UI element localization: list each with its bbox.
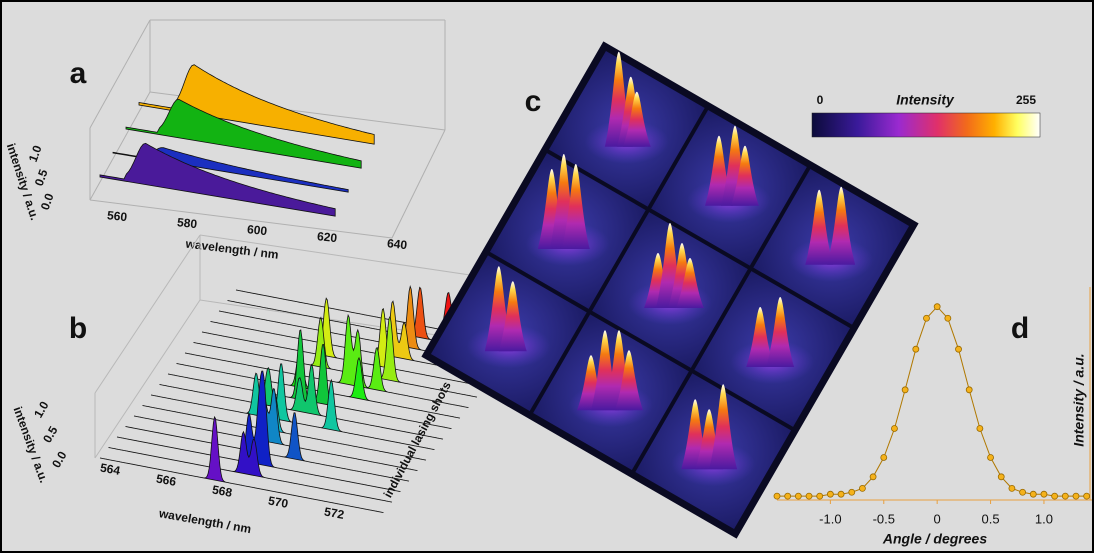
x-tick-label: 640 <box>386 236 408 252</box>
colorbar-max: 255 <box>1016 93 1036 107</box>
point <box>933 303 941 311</box>
intensity-peak <box>615 350 643 411</box>
colorbar-title: Intensity <box>896 92 955 108</box>
intensity-peak <box>622 91 651 147</box>
point <box>869 473 877 481</box>
spectrum <box>159 363 444 440</box>
point <box>891 425 898 432</box>
panel-label: b <box>69 312 87 345</box>
y-axis-label: Intensity / a.u. <box>1071 353 1087 446</box>
x-tick-label: 560 <box>106 208 128 224</box>
colorbar <box>811 112 1041 138</box>
axis-box <box>391 129 446 239</box>
point <box>1051 492 1059 500</box>
point <box>923 314 930 322</box>
axis-box <box>89 199 393 239</box>
x-tick-label: -0.5 <box>873 511 895 526</box>
spectrum <box>133 388 418 471</box>
intensity-peak <box>746 307 775 367</box>
y-tick-label: 0.0 <box>38 191 57 212</box>
point <box>784 492 792 500</box>
axis-box <box>199 234 471 276</box>
point <box>1040 490 1048 498</box>
colorbar-min: 0 <box>817 93 824 107</box>
point <box>912 345 920 353</box>
point <box>1061 492 1069 500</box>
spectrum <box>193 315 478 398</box>
x-axis-label: Angle / degrees <box>882 531 987 547</box>
point <box>859 484 866 492</box>
spectrum <box>99 415 384 513</box>
intensity-peak <box>766 297 795 367</box>
point <box>955 345 962 353</box>
intensity-peak <box>709 384 738 470</box>
point <box>997 473 1005 481</box>
intensity-peak <box>805 189 834 265</box>
x-tick-label: 600 <box>246 222 268 238</box>
intensity-peak <box>498 281 527 352</box>
point <box>1008 484 1016 492</box>
point <box>826 490 834 498</box>
point <box>1029 490 1037 498</box>
point <box>901 386 909 394</box>
point <box>987 454 994 461</box>
spectrum <box>142 392 427 461</box>
point <box>944 314 952 322</box>
x-tick-label: 566 <box>155 472 177 489</box>
axis-box <box>89 91 151 201</box>
y-tick-label: 0.5 <box>32 167 51 188</box>
spectrum <box>116 370 401 492</box>
x-tick-label: 620 <box>316 229 338 245</box>
point <box>1083 492 1091 500</box>
spectrum <box>184 313 469 408</box>
x-tick-label: 580 <box>176 215 198 231</box>
intensity-peak <box>561 164 590 249</box>
point <box>1072 492 1080 500</box>
intensity-peak <box>827 186 856 265</box>
point <box>837 490 845 498</box>
point <box>1019 488 1026 496</box>
x-tick-label: 1.0 <box>1035 511 1053 526</box>
x-tick-label: -1.0 <box>819 511 841 526</box>
point <box>965 386 973 394</box>
axis-box <box>94 299 201 459</box>
panel-label: d <box>1011 312 1029 345</box>
y-tick-label: 1.0 <box>26 143 45 164</box>
point <box>848 488 856 496</box>
spectrum <box>99 142 336 217</box>
panel-c: 0 Intensity 255 c <box>421 41 1041 539</box>
point <box>773 492 781 500</box>
x-tick-label: 570 <box>267 494 289 511</box>
x-tick-label: 564 <box>99 461 121 478</box>
spectrum <box>108 430 393 503</box>
point <box>794 492 802 500</box>
point <box>816 492 824 500</box>
spectrum <box>125 98 362 169</box>
point <box>805 492 813 500</box>
intensity-peak <box>731 145 759 206</box>
x-tick-label: 572 <box>323 505 345 522</box>
panel-d: -1.0 -0.5 0 0.5 1.0 Angle / degrees Intensity … <box>773 287 1092 547</box>
panel-label: c <box>525 85 542 118</box>
x-tick-label: 0 <box>934 511 941 526</box>
axis-box <box>94 234 201 394</box>
x-tick-label: 0.5 <box>982 511 1000 526</box>
spectrum <box>138 64 375 145</box>
axis-box <box>89 19 151 129</box>
point <box>880 454 888 461</box>
panel-label: a <box>70 57 87 90</box>
intensity-peak <box>676 258 704 308</box>
x-tick-label: 568 <box>211 483 233 500</box>
point <box>976 425 984 432</box>
